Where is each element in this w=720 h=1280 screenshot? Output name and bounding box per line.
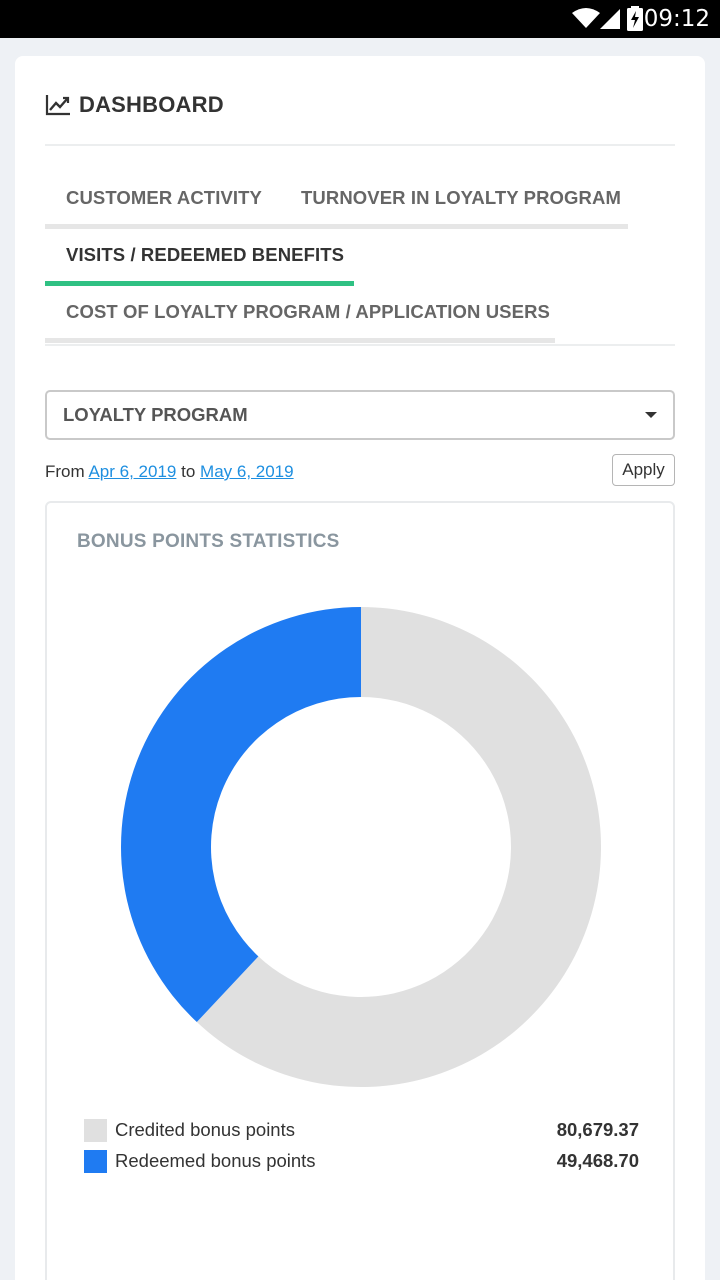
to-date-link[interactable]: May 6, 2019 — [200, 462, 294, 481]
dashboard-card: DASHBOARD CUSTOMER ACTIVITY TURNOVER IN … — [15, 56, 705, 1280]
tabs-divider — [45, 344, 675, 346]
from-label: From — [45, 462, 85, 481]
battery-charging-icon — [627, 6, 643, 31]
panel-title: BONUS POINTS STATISTICS — [77, 531, 340, 552]
donut-slice-redeemed — [120, 607, 361, 1023]
tab-row-underline — [45, 338, 555, 343]
page-header: DASHBOARD — [45, 90, 224, 120]
legend-swatch — [84, 1149, 107, 1173]
active-tab-indicator — [45, 281, 354, 286]
status-bar: 09:12 — [0, 0, 720, 38]
tab-turnover-in-loyalty-program[interactable]: TURNOVER IN LOYALTY PROGRAM — [301, 187, 621, 208]
donut-slice-credited — [196, 607, 602, 1087]
caret-down-icon — [645, 412, 657, 418]
tab-customer-activity[interactable]: CUSTOMER ACTIVITY — [66, 187, 262, 208]
legend-item-credited: Credited bonus points 80,679.37 — [84, 1117, 639, 1143]
legend-value: 49,468.70 — [556, 1150, 639, 1171]
tab-row-underline — [45, 224, 628, 229]
date-range: From Apr 6, 2019 to May 6, 2019 — [45, 462, 294, 482]
to-label: to — [181, 462, 196, 481]
donut-chart — [120, 607, 602, 1087]
line-chart-icon — [45, 95, 70, 116]
from-date-link[interactable]: Apr 6, 2019 — [88, 462, 177, 481]
apply-button[interactable]: Apply — [612, 454, 675, 486]
wifi-icon — [572, 8, 600, 28]
header-divider — [45, 144, 675, 146]
legend-value: 80,679.37 — [556, 1119, 639, 1140]
clock: 09:12 — [643, 6, 710, 32]
bonus-points-panel: BONUS POINTS STATISTICS Credited bonus p… — [45, 501, 675, 1280]
select-value: LOYALTY PROGRAM — [63, 404, 248, 425]
signal-icon — [600, 9, 620, 29]
legend-item-redeemed: Redeemed bonus points 49,468.70 — [84, 1148, 639, 1174]
tab-cost-of-loyalty-program[interactable]: COST OF LOYALTY PROGRAM / APPLICATION US… — [66, 301, 550, 322]
legend-swatch — [84, 1118, 107, 1142]
tab-visits-redeemed-benefits[interactable]: VISITS / REDEEMED BENEFITS — [66, 244, 345, 265]
loyalty-program-select[interactable]: LOYALTY PROGRAM — [45, 390, 675, 440]
legend-label: Redeemed bonus points — [115, 1150, 316, 1171]
legend-label: Credited bonus points — [115, 1119, 295, 1140]
page-title: DASHBOARD — [79, 92, 224, 117]
